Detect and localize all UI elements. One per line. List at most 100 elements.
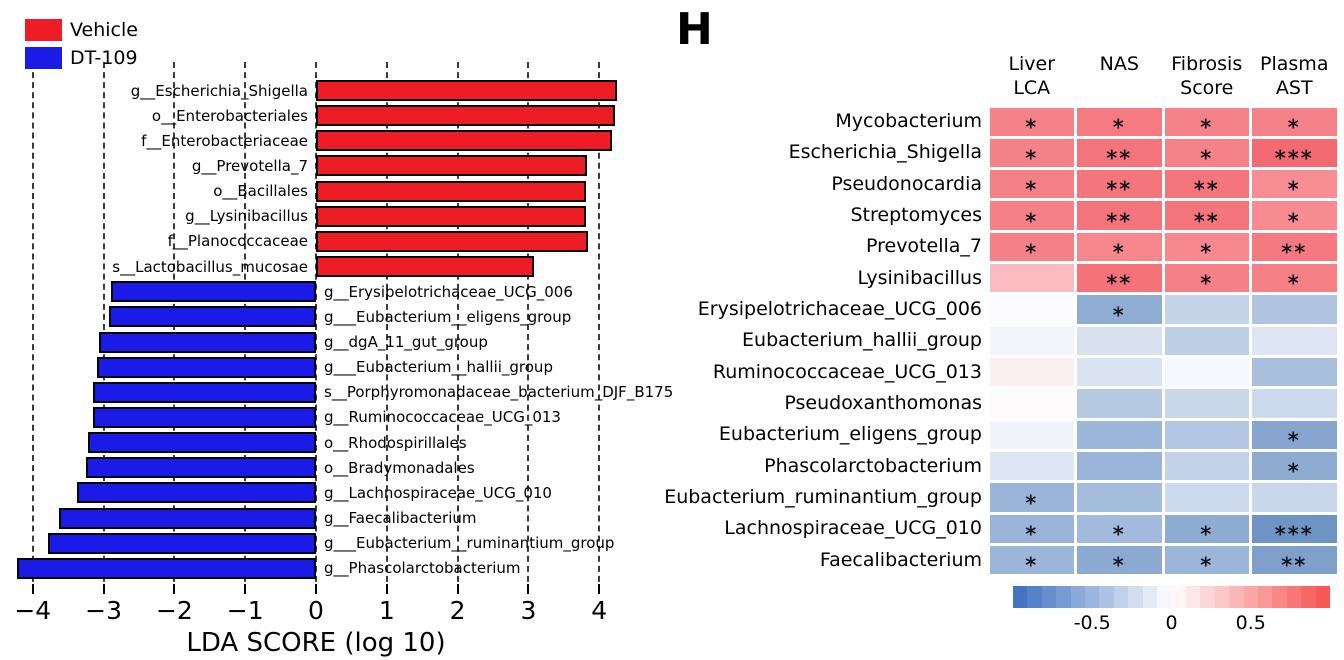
heatmap-cell [1077,483,1162,512]
heatmap-row-label: Faecalibacterium [819,548,982,571]
colorbar-segment [1257,586,1273,608]
heatmap-cell: * [1077,514,1162,547]
gridline-x1 [385,62,388,592]
significance-stars: * [1112,240,1126,265]
heatmap-cell [1164,420,1249,450]
lda-bar [88,432,316,454]
heatmap-cell: * [1252,107,1337,139]
colorbar-segment [1070,586,1086,608]
heatmap-cell: * [1164,514,1249,547]
significance-stars: * [1112,553,1126,578]
colorbar-segment [1200,586,1216,608]
x-tick-3 [527,584,530,594]
significance-stars: * [1200,522,1214,547]
bar-label: g__Phascolarctobacterium [324,559,521,578]
heatmap-cell [1077,420,1162,450]
heatmap-cell: ** [1164,201,1249,233]
heatmap-cell [1077,389,1162,418]
heatmap-cell [989,264,1074,293]
bar-label: o__Enterobacteriales [151,106,308,125]
lda-bar [77,482,316,504]
heatmap-cell: * [1252,420,1337,453]
heatmap-cell [1164,326,1249,356]
heatmap-cell [1164,358,1249,387]
heatmap-cell: ** [1077,170,1162,202]
colorbar-segment [1099,586,1115,608]
significance-stars: * [1025,490,1039,515]
significance-stars: *** [1274,146,1314,171]
lda-bar [98,331,316,353]
lda-bar [110,281,316,303]
panel-label-h: H [676,4,713,55]
heatmap-cell [989,295,1074,324]
significance-stars: * [1200,271,1214,296]
bar-label: s__Lactobacillus_mucosae [112,257,308,276]
bar-label: g__Escherichia_Shigella [130,81,308,100]
col-header-line1: Plasma [1260,53,1329,75]
heatmap-cell: *** [1252,138,1337,171]
col-header-line1: NAS [1099,53,1139,75]
heatmap-cell: ** [1077,201,1162,233]
significance-stars: * [1025,114,1039,139]
lda-bar [17,557,316,579]
heatmap-cell: * [1252,264,1337,296]
heatmap-row-label: Mycobacterium [835,110,982,132]
heatmap-cell: * [989,170,1074,202]
heatmap-cell: * [989,232,1074,265]
colorbar-segment [1286,586,1302,608]
heatmap-cell: ** [1252,232,1337,264]
bar-label: g__Lysinibacillus [185,207,308,226]
significance-stars: * [1112,522,1126,547]
x-tick-label--4: −4 [14,596,52,625]
heatmap-cell: *** [1252,514,1337,546]
significance-stars: * [1287,177,1301,202]
significance-stars: ** [1106,208,1133,233]
heatmap-cell: * [1252,452,1337,484]
heatmap-cell: * [1077,232,1162,265]
significance-stars: * [1287,459,1301,484]
heatmap-row-label: Eubacterium_hallii_group [742,329,982,352]
lda-bar [85,457,316,479]
significance-stars: ** [1281,553,1308,578]
significance-stars: * [1025,146,1039,171]
heatmap-row-label: Streptomyces [850,203,982,226]
col-header-line2: Score [1180,77,1234,99]
heatmap-cell: * [989,514,1074,546]
colorbar-segment [1301,586,1317,608]
heatmap-cell: * [1252,201,1337,233]
legend-label-vehicle: Vehicle [70,19,138,41]
gridline-x-4 [31,62,34,592]
heatmap-cell [1164,483,1249,512]
bar-label: f__Enterobacteriaceae [141,131,308,150]
col-header-line2: LCA [1013,77,1051,99]
legend-swatch-vehicle [25,19,62,41]
bar-label: o__Bacillales [213,182,308,201]
colorbar-segment [1113,586,1129,608]
heatmap-row-label: Pseudoxanthomonas [784,391,982,414]
colorbar-segment [1185,586,1201,608]
significance-stars: * [1287,428,1301,453]
bar-label: g__Faecalibacterium [324,509,477,528]
heatmap-cell: * [989,201,1074,233]
significance-stars: * [1112,302,1126,327]
significance-stars: * [1025,240,1039,265]
lda-bar [316,155,588,177]
colorbar-segment [1085,586,1100,608]
heatmap-cell [1077,358,1162,387]
heatmap-row-label: Escherichia_Shigella [788,141,982,164]
bar-label: g___Eubacterium__ruminantium_group [324,534,615,553]
heatmap-cell: * [989,107,1074,139]
x-tick--2 [173,584,176,594]
heatmap-cell [1252,326,1337,356]
legend-swatch-dt-109 [25,47,62,69]
gridline-x4 [598,62,601,592]
significance-stars: ** [1106,146,1133,171]
x-tick-label--1: −1 [226,596,264,625]
heatmap-cell [989,389,1074,418]
significance-stars: * [1200,146,1214,171]
colorbar-segment [1013,586,1028,608]
bar-label: g__dgA_11_gut_group [324,333,488,351]
colorbar-segment [1041,586,1057,608]
significance-stars: ** [1193,208,1220,233]
